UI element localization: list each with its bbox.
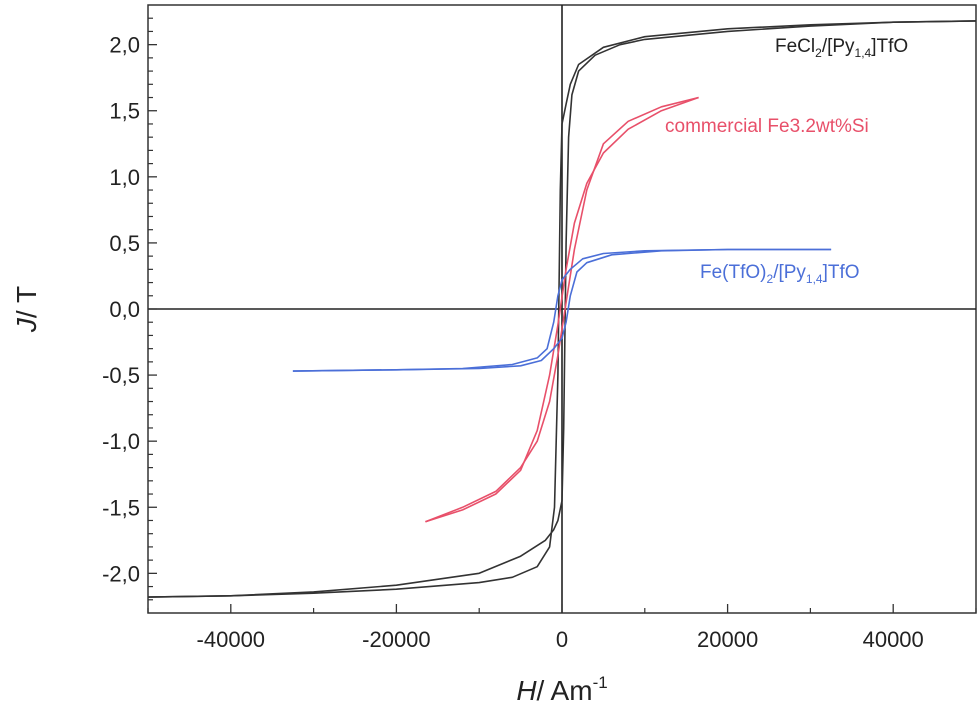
zero-lines <box>148 5 976 613</box>
series-1-ascending-branch <box>425 96 699 523</box>
y-tick-label: 1,0 <box>109 165 140 190</box>
series-label-fecl2: FeCl2/[Py1,4]TfO <box>775 36 908 60</box>
series-label-fesi: commercial Fe3.2wt%Si <box>665 116 869 137</box>
series-layer <box>147 20 977 598</box>
ticks-layer <box>147 17 977 613</box>
series-label-fetfo: Fe(TfO)2/[Py1,4]TfO <box>700 262 860 286</box>
y-tick-label: 2,0 <box>109 33 140 58</box>
x-tick-label: -20000 <box>362 627 431 652</box>
x-tick-label: -40000 <box>197 627 266 652</box>
series-0-descending-branch <box>147 20 977 598</box>
x-tick-label: 20000 <box>697 627 758 652</box>
tick-labels-layer: -40000 -20000 0 20000 40000 2,0 1,5 1,0 0,5 0,0 -0… <box>102 33 924 652</box>
y-tick-label: -1,0 <box>102 429 140 454</box>
y-tick-label: 0,0 <box>109 297 140 322</box>
x-axis-title: H/ Am-1 <box>516 673 607 706</box>
y-axis-title: J/ T <box>11 286 42 333</box>
x-tick-label: 40000 <box>863 627 924 652</box>
y-tick-label: -1,5 <box>102 495 140 520</box>
series-1-descending-branch <box>425 96 699 523</box>
x-tick-label: 0 <box>556 627 568 652</box>
y-tick-label: 0,5 <box>109 231 140 256</box>
series-0-ascending-branch <box>147 20 977 598</box>
series-2-descending-branch <box>292 248 832 372</box>
y-tick-label: -2,0 <box>102 561 140 586</box>
y-tick-label: -0,5 <box>102 363 140 388</box>
y-tick-label: 1,5 <box>109 99 140 124</box>
series-2-ascending-branch <box>292 248 832 372</box>
